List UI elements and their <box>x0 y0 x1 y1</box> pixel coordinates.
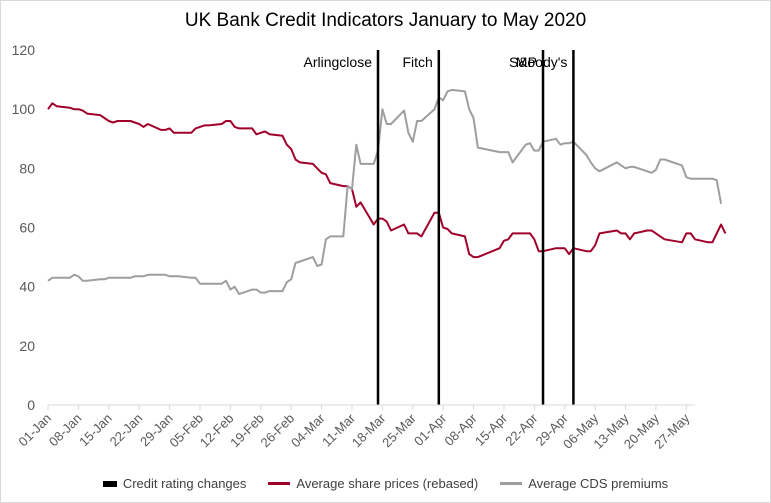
y-tick-label-80: 80 <box>19 160 35 176</box>
legend-label-credit-rating-changes: Credit rating changes <box>122 476 247 491</box>
x-tick-label-01-jan: 01-Jan <box>15 411 54 450</box>
y-tick-label-20: 20 <box>19 338 35 354</box>
x-tick-label-22-apr: 22-Apr <box>502 410 541 449</box>
y-tick-label-100: 100 <box>12 101 36 117</box>
legend-label-share-prices: Average share prices (rebased) <box>296 476 479 491</box>
event-label-arlingclose: Arlingclose <box>304 54 373 70</box>
x-tick-label-15-jan: 15-Jan <box>76 411 115 450</box>
y-tick-label-60: 60 <box>19 220 35 236</box>
x-tick-label-04-mar: 04-Mar <box>288 410 328 450</box>
x-tick-label-27-may: 27-May <box>651 410 693 452</box>
chart-title: UK Bank Credit Indicators January to May… <box>184 10 587 31</box>
legend-swatch-share-prices <box>268 482 291 485</box>
event-label-s-p: S&P <box>509 54 537 70</box>
series-layer <box>47 88 727 296</box>
x-axis-ticks: 01-Jan08-Jan15-Jan22-Jan29-Jan05-Feb12-F… <box>15 405 693 452</box>
x-tick-label-22-jan: 22-Jan <box>107 411 146 450</box>
legend-label-cds-premiums: Average CDS premiums <box>528 476 669 491</box>
legend-item-cds-premiums: Average CDS premiums <box>500 476 668 491</box>
y-tick-label-40: 40 <box>19 279 35 295</box>
series-line-average-share-prices-rebased <box>47 102 727 259</box>
y-tick-label-0: 0 <box>27 397 35 413</box>
event-label-fitch: Fitch <box>402 54 432 70</box>
series-line-average-cds-premiums <box>47 88 723 296</box>
y-tick-label-120: 120 <box>12 42 36 58</box>
x-tick-label-25-mar: 25-Mar <box>379 410 419 450</box>
legend-swatch-cds-premiums <box>500 482 523 485</box>
x-tick-label-08-apr: 08-Apr <box>441 410 480 449</box>
x-tick-label-01-apr: 01-Apr <box>411 410 450 449</box>
legend-swatch-credit-rating-changes <box>102 480 117 487</box>
x-tick-label-08-jan: 08-Jan <box>46 411 85 450</box>
legend-item-share-prices: Average share prices (rebased) <box>268 476 478 491</box>
x-tick-label-15-apr: 15-Apr <box>472 410 511 449</box>
legend: Credit rating changes Average share pric… <box>0 476 771 491</box>
legend-item-credit-rating-changes: Credit rating changes <box>102 476 247 491</box>
y-axis-ticks: 0 20 40 60 80 100 120 <box>12 42 36 413</box>
event-label-moody-s: Moody's <box>516 54 568 70</box>
